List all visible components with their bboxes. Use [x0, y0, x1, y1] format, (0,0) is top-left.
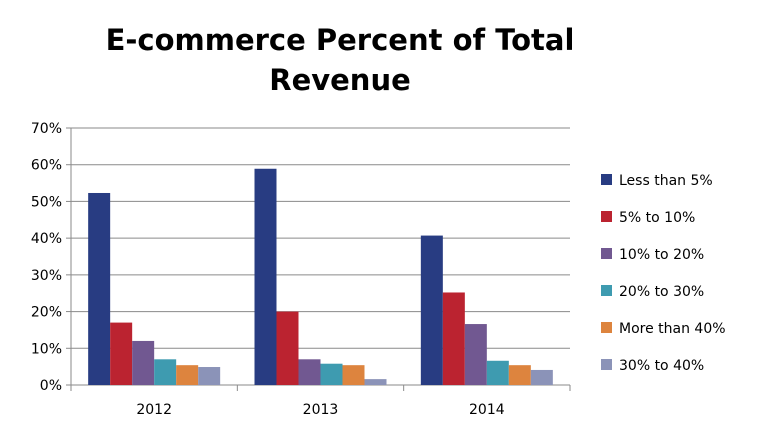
y-tick-label: 30% — [31, 268, 62, 284]
legend-swatch — [601, 322, 612, 333]
y-tick-label: 10% — [31, 341, 62, 357]
bar — [320, 363, 343, 385]
bar — [364, 379, 387, 385]
bar — [464, 324, 487, 385]
bar — [508, 365, 531, 385]
chart-title: E-commerce Percent of Total Revenue — [60, 20, 620, 100]
legend-label: 10% to 20% — [619, 247, 704, 263]
y-tick-label: 20% — [31, 305, 62, 321]
legend-label: 5% to 10% — [619, 210, 695, 226]
bar — [88, 192, 111, 385]
bar — [198, 367, 221, 385]
y-tick-label: 70% — [31, 121, 62, 137]
legend-label: Less than 5% — [619, 173, 713, 189]
bar — [442, 292, 465, 385]
bar — [486, 360, 509, 385]
bar — [530, 369, 553, 385]
x-tick-label: 2013 — [303, 402, 339, 418]
y-tick-label: 50% — [31, 194, 62, 210]
bar — [276, 311, 299, 385]
bar — [420, 235, 443, 385]
bar — [342, 365, 365, 385]
legend-swatch — [601, 174, 612, 185]
bar — [176, 365, 199, 385]
title-line-1: E-commerce Percent of Total — [105, 23, 575, 57]
title-line-2: Revenue — [269, 63, 411, 97]
legend-label: More than 40% — [619, 321, 726, 337]
bar — [110, 322, 133, 385]
bar — [154, 359, 177, 385]
x-tick-label: 2012 — [136, 402, 172, 418]
legend-label: 20% to 30% — [619, 284, 704, 300]
y-tick-label: 40% — [31, 231, 62, 247]
legend-swatch — [601, 248, 612, 259]
legend-swatch — [601, 211, 612, 222]
y-tick-label: 0% — [40, 378, 62, 394]
y-tick-label: 60% — [31, 158, 62, 174]
bar — [254, 168, 277, 385]
legend-swatch — [601, 285, 612, 296]
legend-swatch — [601, 359, 612, 370]
bar — [132, 340, 155, 385]
bar — [298, 359, 321, 385]
x-tick-label: 2014 — [469, 402, 505, 418]
legend-label: 30% to 40% — [619, 358, 704, 374]
